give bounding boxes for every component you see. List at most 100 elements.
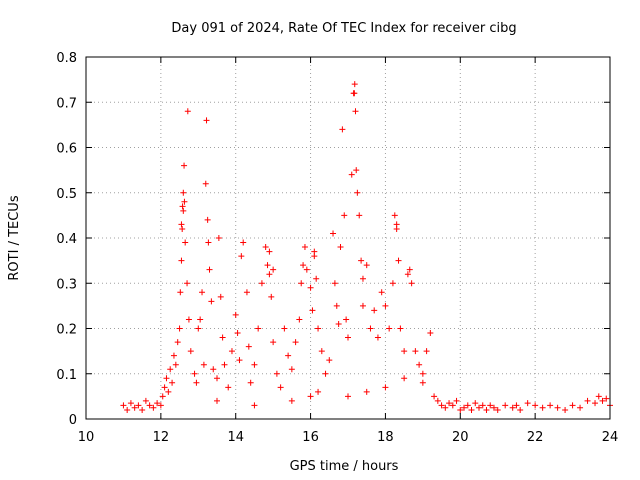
data-point: [142, 397, 149, 404]
data-points-layer: [120, 81, 613, 413]
data-point: [371, 307, 378, 314]
data-point: [539, 404, 546, 411]
data-point: [599, 397, 606, 404]
data-point: [296, 316, 303, 323]
x-tick-label: 10: [78, 430, 95, 445]
data-point: [301, 244, 308, 251]
data-point: [266, 271, 273, 278]
data-point: [359, 275, 366, 282]
data-point: [446, 400, 453, 407]
data-point: [273, 370, 280, 377]
y-tick-label: 0.4: [56, 232, 77, 247]
data-point: [131, 404, 138, 411]
data-point: [225, 384, 232, 391]
data-point: [358, 257, 365, 264]
data-point: [154, 400, 161, 407]
data-point: [351, 90, 358, 97]
data-point: [532, 402, 539, 409]
data-point: [307, 284, 314, 291]
data-point: [509, 404, 516, 411]
data-point: [406, 266, 413, 273]
data-point: [170, 352, 177, 359]
data-point: [378, 289, 385, 296]
data-point: [300, 262, 307, 269]
data-point: [182, 239, 189, 246]
data-point: [180, 189, 187, 196]
data-point: [205, 239, 212, 246]
data-point: [298, 280, 305, 287]
data-point: [200, 361, 207, 368]
data-point: [238, 253, 245, 260]
data-point: [356, 212, 363, 219]
data-point: [288, 366, 295, 373]
x-tick-label: 14: [227, 430, 244, 445]
data-point: [476, 404, 482, 411]
data-point: [184, 280, 191, 287]
x-axis-label: GPS time / hours: [290, 459, 399, 474]
y-axis-ticks: 0 0.1 0.2 0.3 0.4 0.5 0.6 0.7 0.8: [56, 51, 610, 428]
data-point: [401, 375, 408, 382]
y-tick-label: 0.5: [56, 187, 77, 202]
data-point: [603, 395, 610, 402]
data-point: [348, 171, 355, 178]
y-axis-label: ROTI / TECUs: [7, 195, 22, 280]
data-point: [453, 397, 460, 404]
data-point: [163, 375, 170, 382]
data-point: [592, 400, 599, 407]
data-point: [135, 402, 142, 409]
data-point: [165, 388, 172, 395]
data-point: [547, 402, 554, 409]
data-point: [266, 248, 273, 255]
data-point: [161, 384, 168, 391]
data-point: [169, 379, 176, 386]
data-point: [236, 357, 243, 364]
data-point: [232, 311, 239, 318]
data-point: [502, 402, 509, 409]
data-point: [363, 388, 370, 395]
data-point: [354, 189, 361, 196]
data-point: [419, 370, 426, 377]
grid-layer: [86, 57, 610, 419]
data-point: [292, 339, 299, 346]
data-point: [353, 167, 360, 174]
data-point: [431, 393, 438, 400]
data-point: [363, 262, 370, 269]
data-point: [264, 262, 271, 269]
data-point: [184, 108, 191, 115]
data-point: [195, 325, 202, 332]
data-point: [517, 406, 524, 413]
data-point: [270, 266, 277, 273]
data-point: [167, 366, 174, 373]
data-point: [251, 361, 258, 368]
data-point: [483, 406, 490, 413]
data-point: [214, 397, 220, 404]
data-point: [277, 384, 284, 391]
data-point: [331, 280, 338, 287]
data-point: [442, 404, 449, 411]
data-point: [419, 379, 426, 386]
x-tick-label: 22: [527, 430, 544, 445]
data-point: [337, 244, 344, 251]
data-point: [177, 289, 184, 296]
data-point: [412, 348, 419, 355]
data-point: [247, 379, 254, 386]
x-tick-label: 24: [602, 430, 619, 445]
y-tick-label: 0.6: [56, 142, 77, 157]
data-point: [490, 404, 497, 411]
data-point: [382, 302, 389, 309]
data-point: [595, 393, 602, 400]
data-point: [513, 402, 520, 409]
data-point: [206, 266, 213, 273]
data-point: [339, 126, 346, 133]
data-point: [382, 384, 389, 391]
data-point: [391, 212, 398, 219]
data-point: [351, 81, 358, 88]
data-point: [309, 307, 316, 314]
data-point: [352, 108, 359, 115]
data-point: [214, 375, 220, 382]
data-point: [193, 379, 200, 386]
data-point: [281, 325, 288, 332]
data-point: [215, 235, 222, 241]
data-point: [401, 348, 408, 355]
x-tick-label: 18: [377, 430, 394, 445]
